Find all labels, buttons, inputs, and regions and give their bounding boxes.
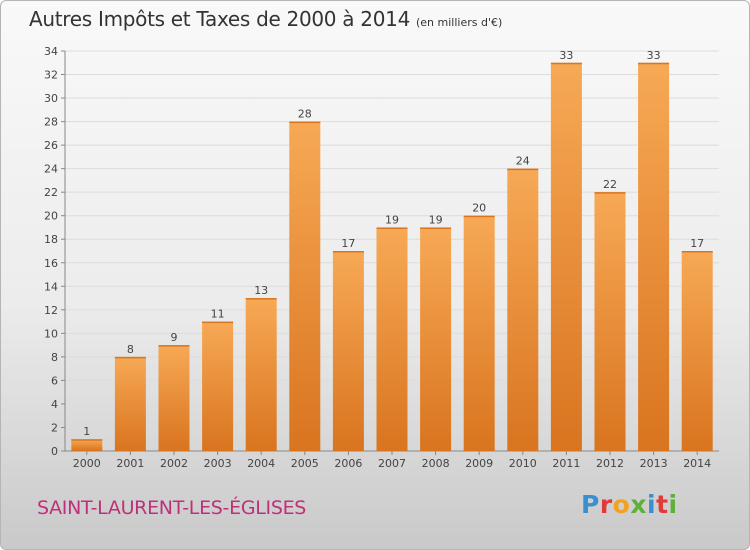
x-tick-label: 2014 (683, 457, 711, 470)
bar (245, 298, 277, 451)
brand-letter: o (612, 490, 631, 519)
chart-subtitle: (en milliers d'€) (416, 16, 503, 29)
y-tick-label: 8 (51, 351, 58, 364)
bar-top-edge (71, 439, 103, 441)
data-label: 20 (472, 202, 486, 215)
bar-top-edge (507, 168, 539, 171)
y-tick-label: 32 (44, 69, 58, 82)
data-label: 24 (516, 155, 530, 168)
brand-letter: r (599, 490, 613, 519)
bar (202, 321, 234, 451)
bar (550, 62, 582, 451)
y-tick-label: 10 (44, 327, 58, 340)
x-tick-label: 2010 (509, 457, 537, 470)
x-tick-label: 2003 (204, 457, 232, 470)
x-tick-label: 2001 (116, 457, 144, 470)
y-tick-label: 4 (51, 398, 58, 411)
bar (158, 345, 190, 451)
brand-letter: t (656, 490, 669, 519)
bar (71, 439, 103, 451)
data-label: 28 (298, 108, 312, 121)
y-tick-label: 0 (51, 445, 58, 458)
bar (681, 251, 713, 451)
y-tick-label: 12 (44, 304, 58, 317)
data-label: 8 (127, 343, 134, 356)
y-tick-label: 24 (44, 163, 58, 176)
y-tick-label: 30 (44, 92, 58, 105)
bar (507, 168, 539, 451)
bar-top-edge (158, 345, 190, 347)
y-tick-label: 26 (44, 139, 58, 152)
brand-letter: i (647, 490, 657, 519)
bar-top-edge (376, 227, 408, 229)
bar-top-edge (332, 251, 364, 253)
x-tick-label: 2000 (73, 457, 101, 470)
bar (638, 62, 670, 451)
x-tick-label: 2012 (596, 457, 624, 470)
brand-letter: x (630, 490, 647, 519)
bars (71, 62, 713, 452)
commune-name: SAINT-LAURENT-LES-ÉGLISES (37, 497, 307, 519)
data-label: 17 (690, 237, 704, 250)
x-tick-label: 2004 (247, 457, 275, 470)
y-tick-label: 22 (44, 186, 58, 199)
chart-title: Autres Impôts et Taxes de 2000 à 2014 (en… (29, 7, 502, 31)
x-tick-label: 2006 (334, 457, 362, 470)
x-tick-label: 2011 (552, 457, 580, 470)
x-tick-label: 2009 (465, 457, 493, 470)
y-tick-label: 16 (44, 257, 58, 270)
bar-top-edge (114, 356, 146, 359)
data-label: 22 (603, 178, 617, 191)
bar (289, 121, 321, 452)
bar-top-edge (420, 227, 452, 229)
bar-top-edge (681, 251, 713, 253)
labels: 0246810121416182022242628303234120008200… (44, 45, 711, 470)
y-tick-label: 28 (44, 116, 58, 129)
x-tick-label: 2013 (640, 457, 668, 470)
y-tick-label: 6 (51, 374, 58, 387)
bar-top-edge (245, 298, 277, 300)
y-tick-label: 14 (44, 280, 58, 293)
bar-top-edge (289, 121, 321, 124)
data-label: 19 (385, 213, 399, 226)
bar (332, 251, 364, 451)
data-label: 33 (559, 49, 573, 62)
x-tick-label: 2002 (160, 457, 188, 470)
y-tick-label: 2 (51, 421, 58, 434)
bar (594, 192, 626, 452)
x-tick-label: 2008 (422, 457, 450, 470)
bar-top-edge (594, 192, 626, 194)
x-tick-label: 2007 (378, 457, 406, 470)
y-tick-label: 20 (44, 210, 58, 223)
data-label: 17 (341, 237, 355, 250)
data-label: 33 (647, 49, 661, 62)
data-label: 9 (171, 331, 178, 344)
y-tick-label: 34 (44, 45, 58, 58)
bar-top-edge (202, 321, 234, 324)
y-tick-label: 18 (44, 233, 58, 246)
bar-top-edge (638, 62, 670, 65)
brand-letter: P (581, 490, 600, 519)
data-label: 19 (429, 213, 443, 226)
bar (463, 215, 495, 451)
bar-top-edge (550, 62, 582, 65)
bar (114, 356, 146, 451)
bar-top-edge (463, 215, 495, 218)
bar (376, 227, 408, 451)
data-label: 1 (83, 425, 90, 438)
data-label: 11 (211, 308, 225, 321)
brand-letter: i (668, 490, 678, 519)
chart-title-text: Autres Impôts et Taxes de 2000 à 2014 (29, 7, 410, 31)
x-tick-label: 2005 (291, 457, 319, 470)
bar (420, 227, 452, 451)
data-label: 13 (254, 284, 268, 297)
proxiti-logo[interactable]: Proxiti (581, 490, 678, 519)
